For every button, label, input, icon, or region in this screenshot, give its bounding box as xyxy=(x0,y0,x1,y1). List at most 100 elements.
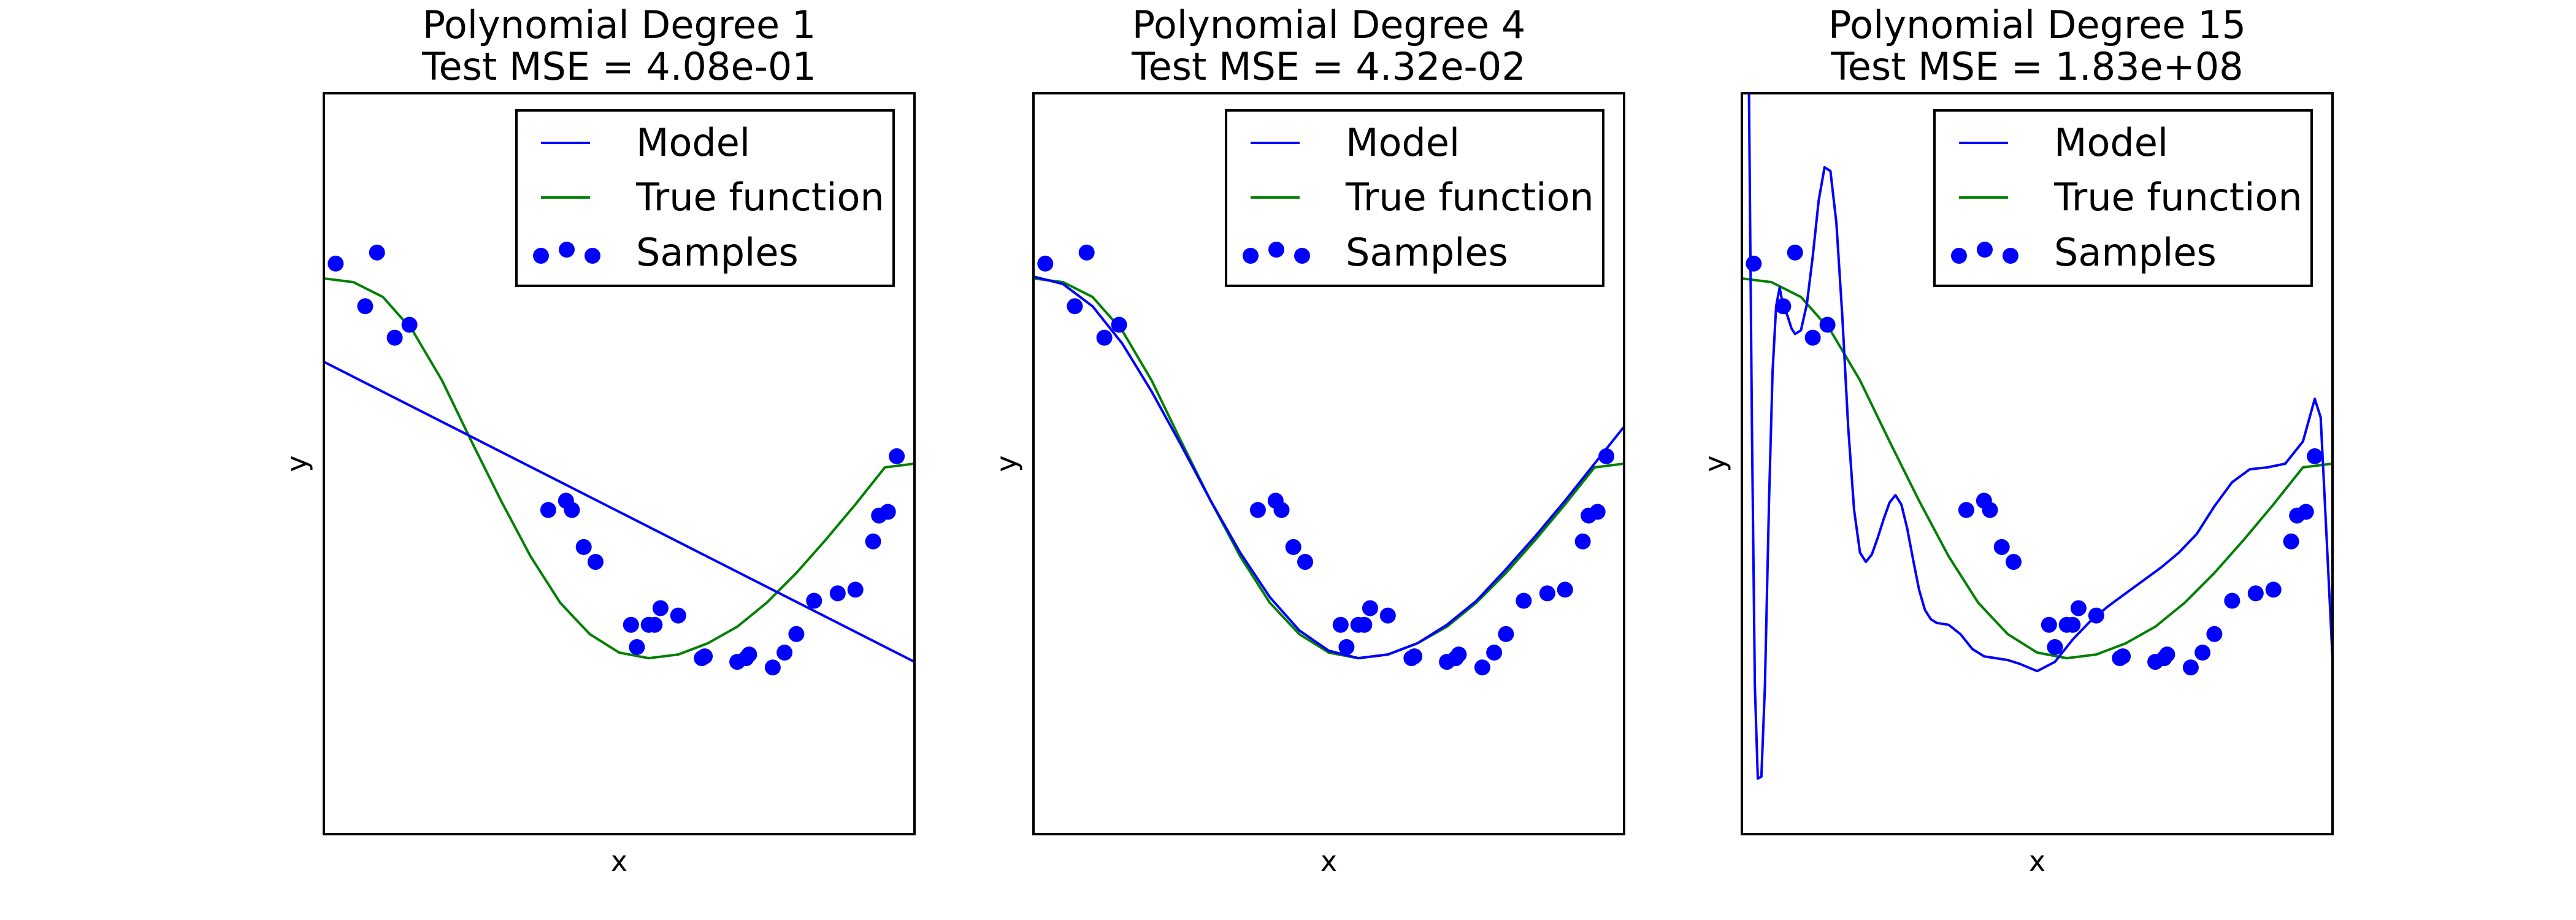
sample-point xyxy=(1111,316,1127,333)
sample-point xyxy=(1598,448,1615,464)
y-axis-label: y xyxy=(1698,455,1731,472)
axes-frame xyxy=(1032,92,1625,835)
sample-point xyxy=(2298,504,2314,520)
legend-samples-marker xyxy=(1294,248,1310,264)
subplot-subtitle-mse: Test MSE = 1.83e+08 xyxy=(1830,44,2243,89)
sample-point xyxy=(1356,616,1373,633)
sample-point xyxy=(2047,639,2063,655)
true-function-line xyxy=(324,277,914,660)
sample-point xyxy=(806,592,822,609)
sample-point xyxy=(1746,255,1762,272)
sample-point xyxy=(564,502,580,518)
subplot-title: Polynomial Degree 15 xyxy=(1828,2,2246,47)
sample-point xyxy=(1249,502,1266,518)
legend-box xyxy=(1225,109,1604,287)
legend-samples-marker xyxy=(1243,248,1259,264)
sample-point xyxy=(2247,585,2264,602)
sample-point xyxy=(1451,646,1467,663)
sample-point xyxy=(540,502,556,518)
sample-point xyxy=(788,626,805,642)
sample-point xyxy=(1516,592,1532,609)
legend-label-true-function: True function xyxy=(1345,175,1594,220)
sample-point xyxy=(2224,592,2241,609)
legend-label-model: Model xyxy=(1346,120,1460,165)
sample-point xyxy=(357,298,374,315)
sample-point xyxy=(697,648,713,665)
legend-samples-marker xyxy=(585,248,600,264)
x-axis-label: x xyxy=(1321,845,1337,878)
sample-point xyxy=(2064,616,2081,633)
legend-samples-marker xyxy=(2003,248,2018,264)
sample-point xyxy=(2088,607,2104,624)
plot-area xyxy=(1742,93,2333,780)
sample-point xyxy=(629,639,645,655)
sample-point xyxy=(2006,554,2022,570)
legend-label-model: Model xyxy=(2054,120,2168,165)
sample-point xyxy=(1096,329,1113,346)
sample-point xyxy=(1993,539,2010,555)
axes-frame xyxy=(323,92,916,835)
sample-point xyxy=(1379,607,1396,624)
sample-point xyxy=(2283,533,2299,550)
sample-point xyxy=(1958,502,1974,518)
sample-point xyxy=(2041,616,2057,633)
sample-point xyxy=(865,533,881,550)
true-function-line xyxy=(1033,277,1624,660)
sample-point xyxy=(1787,244,1803,261)
sample-point xyxy=(1557,581,1573,598)
legend-samples-marker xyxy=(1951,248,1967,264)
sample-point xyxy=(847,581,864,598)
legend: Model True function Samples xyxy=(515,109,895,287)
sample-point xyxy=(1078,244,1095,261)
sample-point xyxy=(1037,255,1054,272)
model-line xyxy=(324,361,914,663)
sample-point xyxy=(2195,645,2211,661)
sample-point xyxy=(764,659,781,676)
sample-point xyxy=(1804,329,1821,346)
legend-samples-marker xyxy=(559,242,575,258)
sample-point xyxy=(2159,646,2175,663)
sample-point xyxy=(646,616,663,633)
legend-label-samples: Samples xyxy=(636,230,799,275)
subplot-title: Polynomial Degree 4 xyxy=(1132,2,1526,47)
true-function-line xyxy=(1742,277,2333,660)
legend-label-true-function: True function xyxy=(635,175,884,220)
sample-point xyxy=(1589,504,1606,520)
sample-point xyxy=(369,244,385,261)
sample-point xyxy=(1498,626,1514,642)
sample-point xyxy=(1338,639,1355,655)
sample-point xyxy=(652,600,669,616)
y-axis-label: y xyxy=(990,455,1023,472)
sample-point xyxy=(1486,645,1503,661)
sample-point xyxy=(328,255,344,272)
sample-point xyxy=(1332,616,1349,633)
sample-point xyxy=(1819,316,1836,333)
y-axis-label: y xyxy=(280,455,313,472)
legend-samples-marker xyxy=(533,248,549,264)
sample-point xyxy=(386,329,403,346)
x-axis-label: x xyxy=(2029,845,2045,878)
axes-frame xyxy=(1741,92,2334,835)
sample-point xyxy=(776,645,793,661)
legend-label-samples: Samples xyxy=(1346,230,1508,275)
sample-point xyxy=(1273,502,1290,518)
sample-point xyxy=(1775,298,1792,315)
sample-point xyxy=(1067,298,1083,315)
legend: Model True function Samples xyxy=(1933,109,2313,287)
sample-point xyxy=(1285,539,1301,555)
subplot-title: Polynomial Degree 1 xyxy=(423,2,816,47)
sample-point xyxy=(1362,600,1378,616)
sample-point xyxy=(2115,648,2131,665)
plot-area xyxy=(324,244,914,676)
sample-point xyxy=(2307,448,2323,464)
sample-point xyxy=(741,646,757,663)
x-axis-label: x xyxy=(611,845,627,878)
sample-point xyxy=(1574,533,1591,550)
legend-label-model: Model xyxy=(636,120,750,165)
subplot-subtitle-mse: Test MSE = 4.32e-02 xyxy=(1131,44,1526,89)
sample-point xyxy=(2265,581,2282,598)
sample-point xyxy=(1297,554,1313,570)
